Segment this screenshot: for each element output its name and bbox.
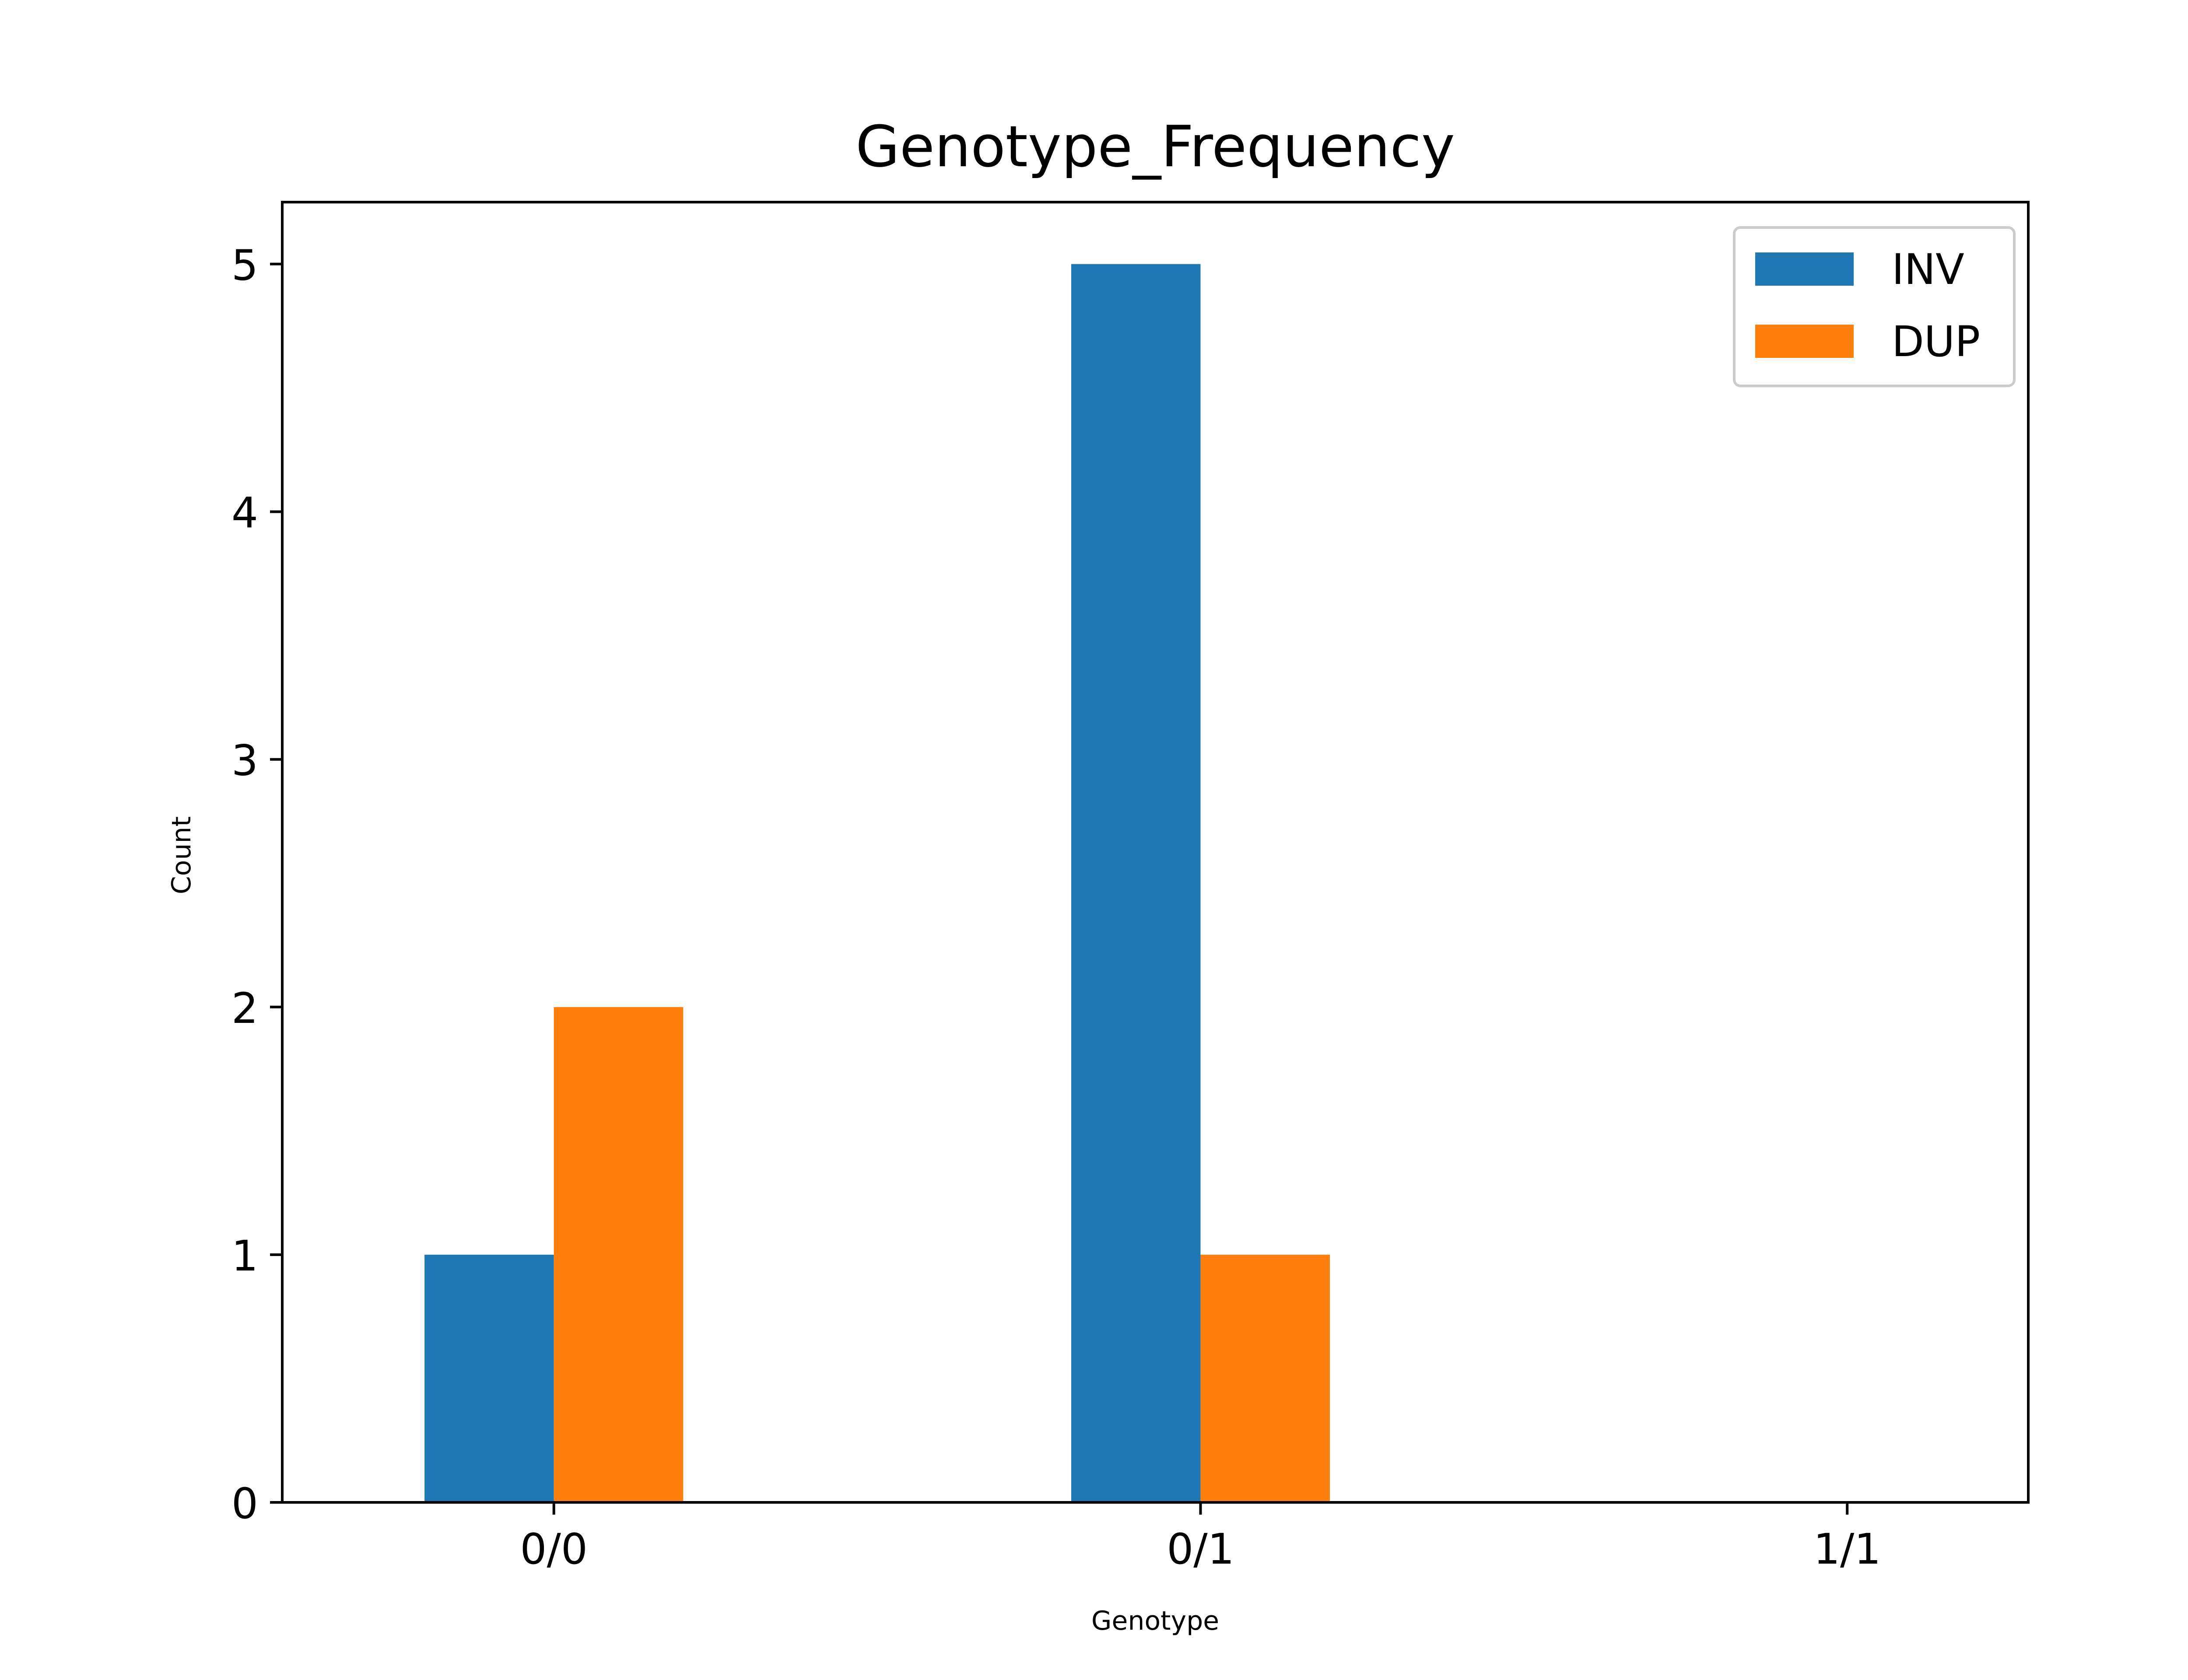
bar-dup-0-1 [1200, 1254, 1330, 1502]
y-tick-label: 4 [231, 489, 258, 538]
x-tick-label: 1/1 [1813, 1525, 1881, 1574]
plot-area-frame [281, 201, 2030, 1504]
legend-swatch-dup [1755, 325, 1854, 358]
chart-title: Genotype_Frequency [856, 113, 1455, 180]
y-tick-label: 1 [231, 1232, 258, 1281]
y-axis-label-group: Count [166, 816, 197, 894]
legend-swatch-inv [1755, 252, 1854, 286]
x-axis-label: Genotype [1091, 1606, 1219, 1636]
x-tick-label: 0/0 [520, 1525, 588, 1574]
y-tick-label: 3 [231, 736, 258, 785]
y-tick-label: 5 [231, 241, 258, 290]
y-tick-label: 2 [231, 984, 258, 1033]
bar-inv-0-0 [424, 1254, 554, 1502]
y-axis-label: Count [166, 816, 197, 894]
bar-dup-0-0 [554, 1007, 684, 1502]
x-tick-label: 0/1 [1167, 1525, 1234, 1574]
bar-inv-0-1 [1071, 264, 1201, 1502]
legend-label-dup: DUP [1892, 317, 1980, 366]
legend: INV DUP [1733, 226, 2016, 387]
y-tick-label: 0 [231, 1479, 258, 1528]
legend-label-inv: INV [1892, 245, 1964, 294]
bars [424, 264, 1330, 1502]
axis-ticks: 0 1 2 3 4 5 0/0 0/1 1/1 [231, 241, 1881, 1574]
